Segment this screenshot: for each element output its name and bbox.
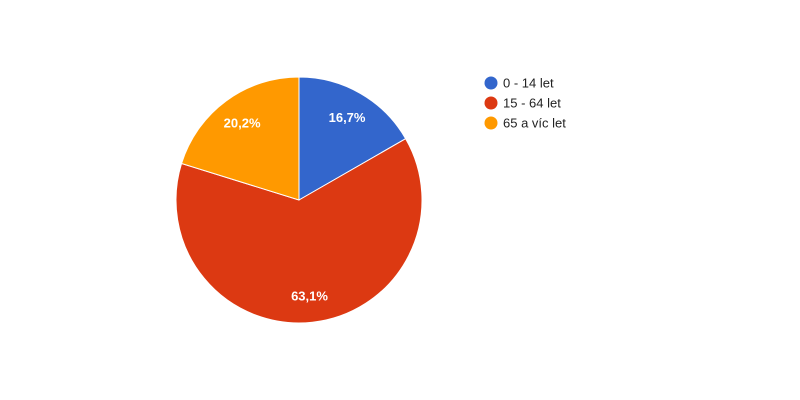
- pie-slice-labels: 16,7% 63,1% 20,2%: [224, 110, 366, 303]
- pie-slice-3[interactable]: [180, 76, 300, 201]
- pie-slice-2[interactable]: [175, 138, 423, 324]
- legend-label-1[interactable]: 0 - 14 let: [503, 76, 554, 91]
- pie-slice-1[interactable]: [298, 76, 407, 201]
- legend-marker-1: [484, 76, 498, 90]
- pie-slice-label-1: 16,7%: [329, 110, 366, 125]
- pie-slices: [175, 76, 423, 324]
- legend: 0 - 14 let 15 - 64 let 65 a víc let: [484, 76, 566, 131]
- legend-label-3[interactable]: 65 a víc let: [503, 116, 566, 131]
- pie-slice-label-3: 20,2%: [224, 116, 261, 131]
- legend-marker-2: [484, 96, 498, 110]
- legend-marker-3: [484, 116, 498, 130]
- pie-slice-label-2: 63,1%: [291, 288, 328, 303]
- legend-label-2[interactable]: 15 - 64 let: [503, 96, 561, 111]
